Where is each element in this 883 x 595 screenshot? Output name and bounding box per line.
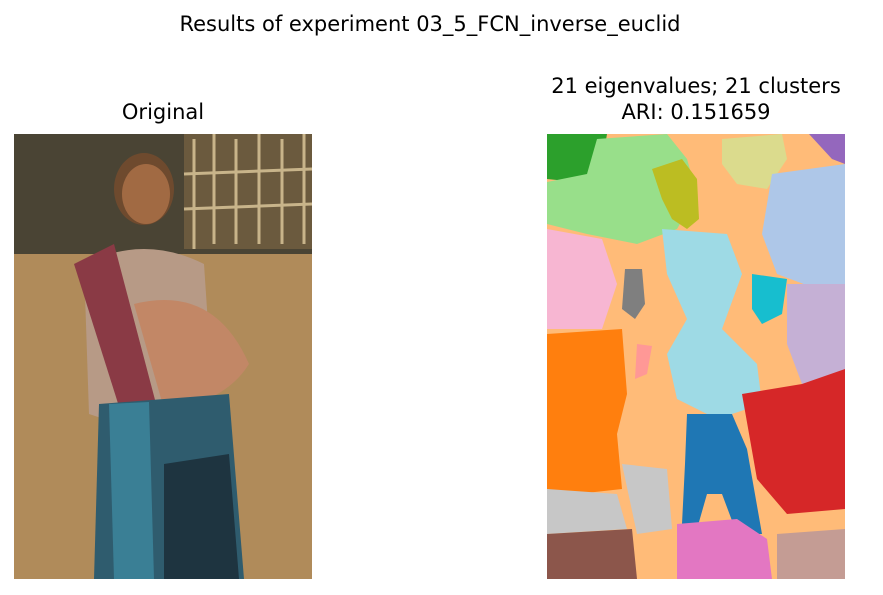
original-photo-drawing — [14, 134, 312, 579]
original-photo — [14, 134, 312, 579]
original-panel-title: Original — [121, 100, 205, 124]
segmentation-panel-title: 21 eigenvalues; 21 clusters ARI: 0.15165… — [496, 73, 883, 125]
segmentation-map — [547, 134, 845, 579]
segmentation-drawing — [547, 134, 845, 579]
segmentation-title-eigen: 21 eigenvalues; 21 clusters — [551, 74, 841, 98]
figure-suptitle: Results of experiment 03_5_FCN_inverse_e… — [179, 12, 681, 36]
segmentation-title-ari: ARI: 0.151659 — [621, 100, 771, 124]
